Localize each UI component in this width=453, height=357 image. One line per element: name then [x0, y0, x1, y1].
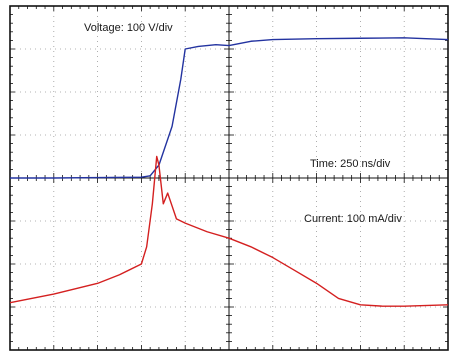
- current-annotation: Current: 100 mA/div: [304, 213, 402, 225]
- voltage-trace: [10, 37, 449, 179]
- traces: [9, 37, 449, 307]
- current-trace: [9, 155, 449, 307]
- time-annotation: Time: 250 ns/div: [310, 158, 391, 170]
- voltage-annotation: Voltage: 100 V/div: [84, 22, 173, 34]
